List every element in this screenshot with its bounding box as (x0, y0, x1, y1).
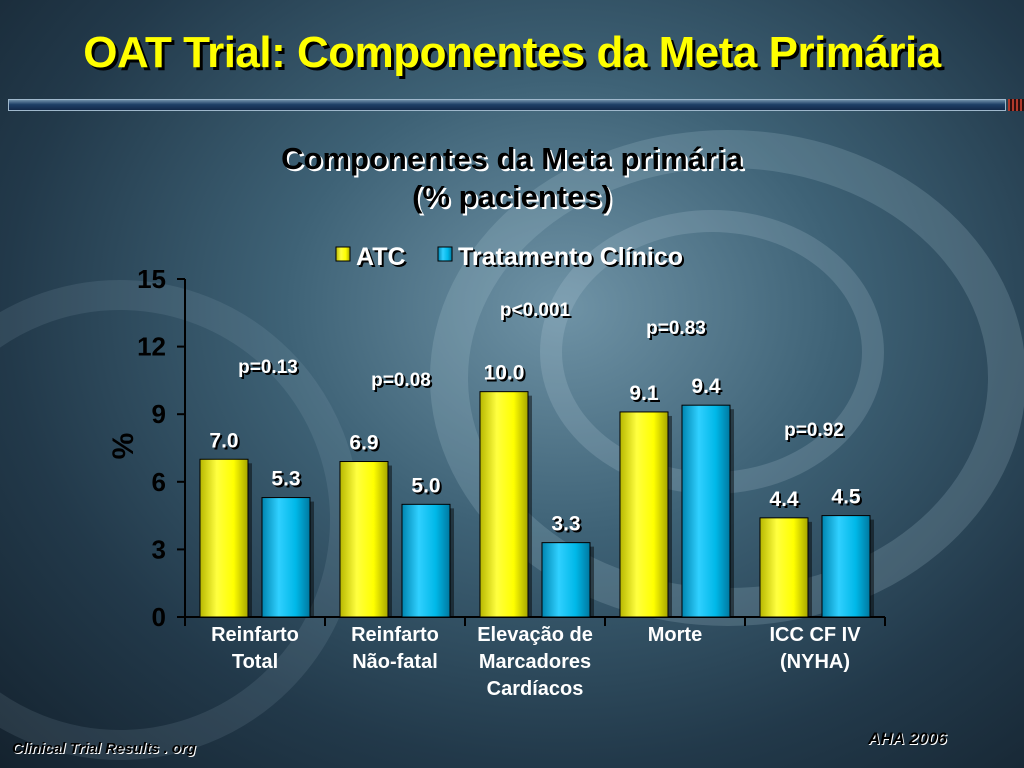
data-label-atc: 7.0 (209, 429, 238, 452)
bar-atc (479, 391, 529, 618)
legend-label-atc-shadow: ATC (358, 245, 408, 273)
data-label-atc-shadow: 4.4 (771, 490, 801, 513)
y-tick-label: 6 (152, 467, 166, 497)
x-category-label: Total (232, 651, 278, 673)
y-axis-label: % (107, 433, 140, 460)
p-value-annotation: p<0.001 (500, 300, 571, 321)
p-value-annotation-shadow: p=0.83 (648, 320, 708, 341)
data-label-atc: 4.4 (769, 488, 799, 511)
x-category-label: ICC CF IV (769, 624, 861, 646)
x-category-label: Cardíacos (487, 678, 584, 700)
y-tick-label: 9 (152, 399, 166, 429)
x-category-label: Marcadores (479, 651, 591, 673)
x-category-label: Reinfarto (211, 624, 299, 646)
data-label-atc-shadow: 7.0 (211, 431, 240, 454)
p-value-annotation-shadow: p<0.001 (502, 302, 573, 323)
bar-tratamento-clinico (541, 542, 591, 618)
y-tick-label: 15 (137, 264, 166, 294)
bar-atc (759, 517, 809, 618)
legend-label-tratamento-clinico: Tratamento Clínico (458, 243, 683, 271)
data-label-tratamento-clinico: 4.5 (831, 486, 861, 509)
bar-tratamento-clinico (261, 497, 311, 618)
y-tick-label: 3 (152, 534, 166, 564)
chart-title-line-1: Componentes da Meta primária (281, 141, 743, 176)
title-divider-tip (1008, 99, 1024, 111)
p-value-annotation-shadow: p=0.08 (373, 372, 433, 393)
bar-tratamento-clinico (821, 515, 871, 618)
data-label-tratamento-clinico-shadow: 4.5 (833, 488, 863, 511)
data-label-tratamento-clinico-shadow: 5.0 (413, 476, 442, 499)
data-label-tratamento-clinico-shadow: 9.4 (693, 377, 723, 400)
footer-source: Clinical Trial Results . org (12, 740, 196, 757)
legend-swatch-atc (335, 246, 351, 262)
data-label-tratamento-clinico: 5.0 (411, 474, 440, 497)
data-label-tratamento-clinico: 3.3 (551, 513, 580, 536)
legend-label-atc: ATC (356, 243, 406, 271)
title-divider (8, 99, 1006, 111)
p-value-annotation: p=0.83 (646, 318, 706, 339)
slide-title: OAT Trial: Componentes da Meta Primária (83, 28, 941, 77)
bar-atc (339, 461, 389, 618)
p-value-annotation-shadow: p=0.13 (240, 359, 300, 380)
data-label-tratamento-clinico-shadow: 3.3 (553, 515, 582, 538)
x-category-label: Não-fatal (352, 651, 438, 673)
x-category-label: Reinfarto (351, 624, 439, 646)
bar-tratamento-clinico (681, 404, 731, 618)
data-label-atc-shadow: 9.1 (631, 384, 661, 407)
y-tick-label: 12 (137, 332, 166, 362)
bar-atc (199, 458, 249, 618)
data-label-tratamento-clinico: 5.3 (271, 468, 300, 491)
chart-title-line-2: (% pacientes) (412, 179, 612, 214)
bar-atc (619, 411, 669, 618)
data-label-atc-shadow: 10.0 (486, 364, 527, 387)
data-label-atc-shadow: 6.9 (351, 434, 380, 457)
p-value-annotation: p=0.08 (371, 370, 431, 391)
x-category-label: Morte (648, 624, 702, 646)
footer-conference: AHA 2006 (868, 729, 947, 748)
data-label-atc: 10.0 (484, 362, 525, 385)
bar-tratamento-clinico (401, 503, 451, 618)
x-category-label: (NYHA) (780, 651, 850, 673)
legend-label-tratamento-clinico-shadow: Tratamento Clínico (460, 245, 685, 273)
x-category-label: Elevação de (477, 624, 593, 646)
chart-title: Componentes da Meta primária (% paciente… (0, 140, 1024, 216)
data-label-tratamento-clinico-shadow: 5.3 (273, 470, 302, 493)
p-value-annotation: p=0.13 (238, 357, 298, 378)
y-tick-label: 0 (152, 602, 166, 632)
data-label-atc: 6.9 (349, 432, 378, 455)
p-value-annotation-shadow: p=0.92 (786, 422, 846, 443)
data-label-tratamento-clinico: 9.4 (691, 375, 721, 398)
legend-swatch-tratamento-clinico (437, 246, 453, 262)
data-label-atc: 9.1 (629, 382, 659, 405)
p-value-annotation: p=0.92 (784, 420, 844, 441)
